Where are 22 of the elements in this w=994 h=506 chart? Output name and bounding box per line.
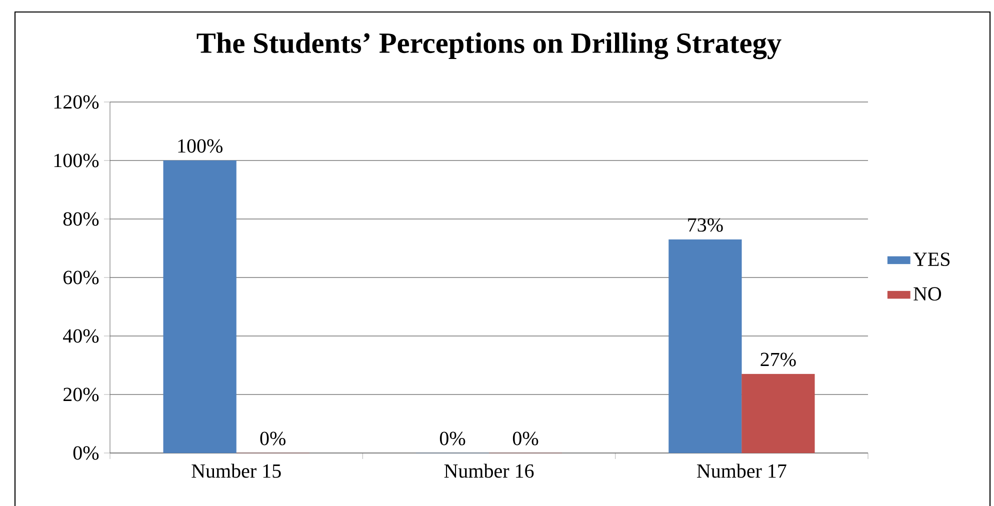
legend-label: NO [914, 287, 942, 301]
y-tick-label: 40% [63, 329, 99, 343]
chart-title: The Students’ Perceptions on Drilling Strategy [196, 32, 782, 60]
x-tick-label: Number 16 [444, 464, 534, 478]
data-label: 27% [760, 352, 796, 366]
legend-label: YES [913, 252, 950, 266]
bar [668, 239, 742, 454]
y-tick-label: 100% [54, 154, 99, 168]
data-label: 73% [688, 218, 723, 232]
data-label: 100% [178, 139, 222, 153]
y-tick-label: 80% [63, 212, 99, 226]
y-tick-label: 60% [63, 270, 99, 284]
y-tick-label: 20% [64, 388, 99, 402]
data-label: 0% [260, 432, 286, 446]
y-tick-label: 0% [73, 446, 99, 460]
y-tick-label: 120% [54, 95, 99, 109]
data-label: 0% [440, 432, 466, 446]
bar [742, 374, 815, 454]
data-label: 0% [512, 432, 538, 446]
x-tick-label: Number 15 [192, 464, 281, 478]
bar [163, 160, 236, 454]
x-tick-label: Number 17 [696, 464, 786, 478]
